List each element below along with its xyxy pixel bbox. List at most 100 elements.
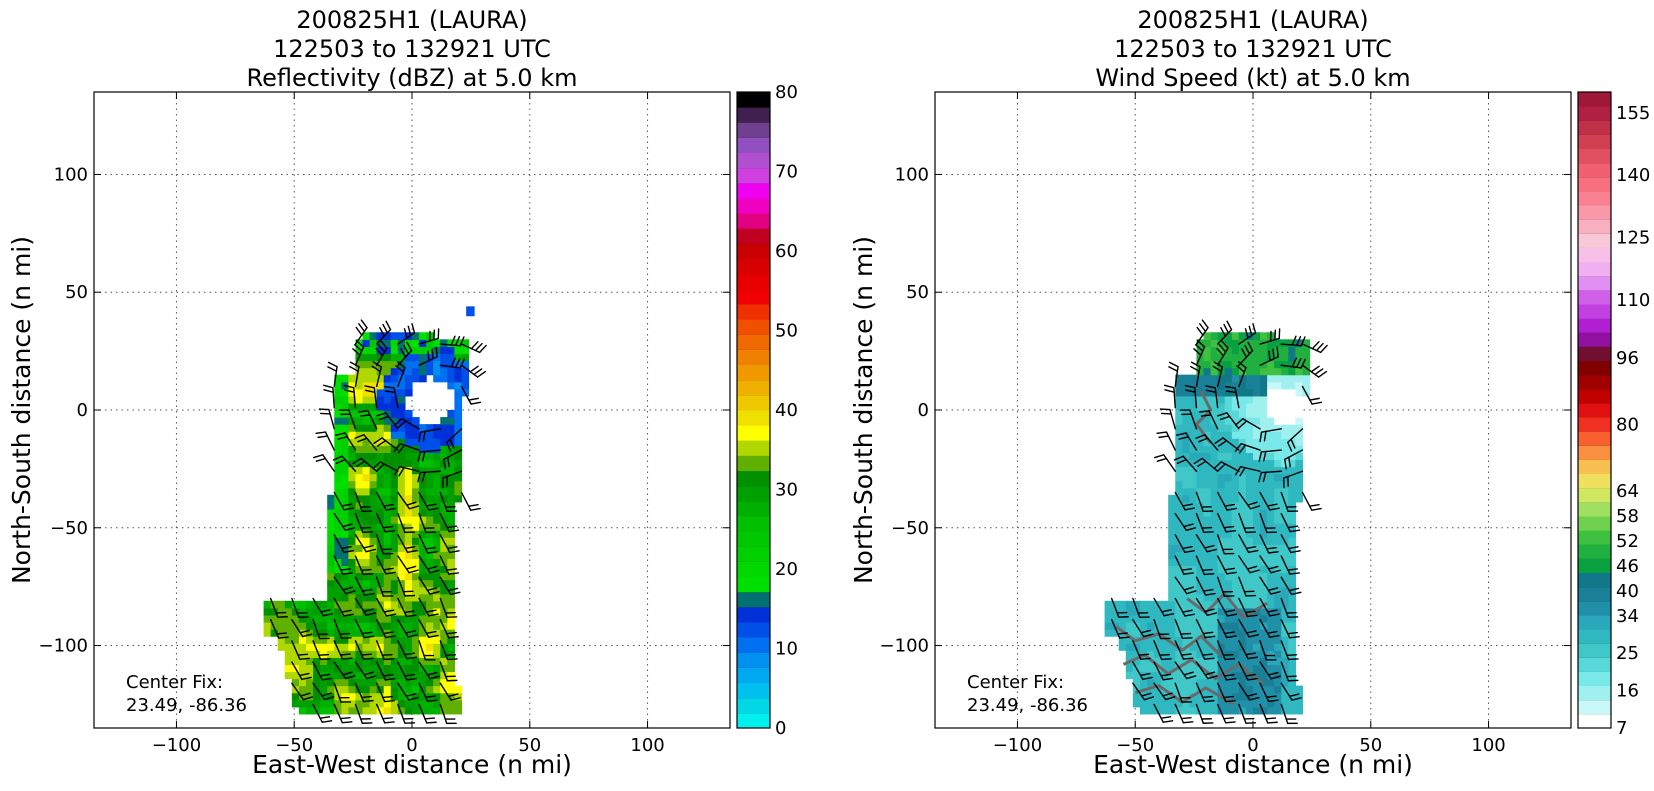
field-cell: [1126, 622, 1134, 630]
field-cell: [1274, 467, 1282, 475]
field-cell: [454, 353, 462, 361]
field-cell: [1246, 573, 1254, 581]
colorbar-segment: [737, 334, 770, 350]
field-cell: [1225, 544, 1233, 552]
field-cell: [440, 467, 448, 475]
field-cell: [1274, 424, 1282, 432]
field-cell: [1288, 481, 1296, 489]
field-cell: [1225, 580, 1233, 588]
colorbar-segment: [1578, 332, 1611, 347]
field-cell: [1246, 382, 1254, 390]
field-cell: [348, 601, 356, 609]
field-cell: [433, 375, 441, 383]
field-cell: [1260, 332, 1268, 340]
field-cell: [285, 664, 293, 672]
field-cell: [1253, 403, 1261, 411]
field-cell: [447, 558, 455, 566]
field-cell: [341, 693, 349, 701]
field-cell: [348, 537, 356, 545]
field-cell: [1189, 551, 1197, 559]
field-cell: [1288, 368, 1296, 376]
field-cell: [1267, 537, 1275, 545]
field-cell: [1232, 686, 1240, 694]
field-cell: [1274, 657, 1282, 665]
field-cell: [1253, 636, 1261, 644]
field-cell: [1182, 580, 1190, 588]
field-cell: [1168, 707, 1176, 715]
field-cell: [1288, 558, 1296, 566]
wind-speed-panel: 200825H1 (LAURA) 122503 to 132921 UTC Wi…: [849, 6, 1650, 779]
field-cell: [1274, 622, 1282, 630]
field-cell: [363, 679, 371, 687]
reflectivity-field: [264, 306, 487, 723]
field-cell: [1168, 516, 1176, 524]
field-cell: [426, 686, 434, 694]
field-cell: [1211, 332, 1219, 340]
field-cell: [1232, 488, 1240, 496]
field-cell: [391, 495, 399, 503]
field-cell: [363, 375, 371, 383]
field-cell: [398, 502, 406, 510]
field-cell: [1189, 375, 1197, 383]
field-cell: [363, 403, 371, 411]
field-cell: [1288, 622, 1296, 630]
field-cell: [1260, 410, 1268, 418]
colorbar-segment: [1578, 346, 1611, 361]
field-cell: [1211, 353, 1219, 361]
y-tick-label: 100: [54, 164, 88, 185]
field-cell: [1232, 516, 1240, 524]
x-tick-label: 100: [1471, 735, 1505, 756]
field-cell: [348, 643, 356, 651]
field-cell: [1295, 424, 1303, 432]
field-cell: [334, 417, 342, 425]
field-cell: [1182, 417, 1190, 425]
field-cell: [454, 488, 462, 496]
field-cell: [370, 523, 378, 531]
field-cell: [1239, 431, 1247, 439]
field-cell: [320, 629, 328, 637]
field-cell: [1133, 693, 1141, 701]
field-cell: [1189, 452, 1197, 460]
field-cell: [412, 587, 420, 595]
field-cell: [320, 686, 328, 694]
field-cell: [370, 346, 378, 354]
field-cell: [1267, 403, 1275, 411]
field-cell: [1232, 481, 1240, 489]
field-cell: [377, 389, 385, 397]
field-cell: [412, 686, 420, 694]
field-cell: [384, 361, 392, 369]
field-cell: [391, 339, 399, 347]
field-cell: [1274, 438, 1282, 446]
field-cell: [1232, 459, 1240, 467]
colorbar-segment: [1578, 615, 1611, 630]
field-cell: [1232, 410, 1240, 418]
field-cell: [433, 431, 441, 439]
field-cell: [419, 346, 427, 354]
colorbar-segment: [1578, 573, 1611, 588]
field-cell: [412, 339, 420, 347]
field-cell: [363, 424, 371, 432]
field-cell: [327, 643, 335, 651]
field-cell: [1246, 587, 1254, 595]
field-cell: [1232, 622, 1240, 630]
field-cell: [1232, 353, 1240, 361]
colorbar-tick-label: 52: [1616, 531, 1639, 552]
field-cell: [412, 622, 420, 630]
field-cell: [299, 700, 307, 708]
field-cell: [377, 403, 385, 411]
field-cell: [447, 686, 455, 694]
field-cell: [370, 452, 378, 460]
field-cell: [426, 558, 434, 566]
field-cell: [370, 679, 378, 687]
field-cell: [370, 332, 378, 340]
field-cell: [1204, 417, 1212, 425]
field-cell: [412, 431, 420, 439]
field-cell: [412, 368, 420, 376]
field-cell: [1196, 481, 1204, 489]
field-cell: [1267, 431, 1275, 439]
colorbar-segment: [737, 592, 770, 608]
field-cell: [1168, 679, 1176, 687]
colorbar-segment: [1578, 488, 1611, 503]
field-cell: [384, 558, 392, 566]
colorbar-segment: [1578, 163, 1611, 178]
